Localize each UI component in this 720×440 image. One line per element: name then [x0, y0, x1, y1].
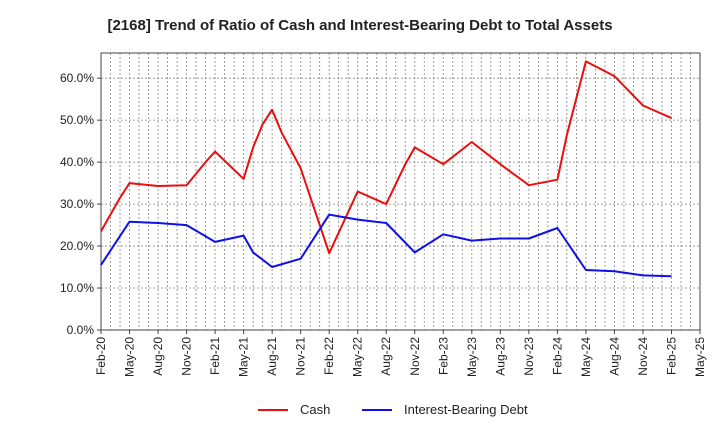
x-tick-label: May-24 [579, 337, 593, 377]
y-axis: 0.0% 10.0% 20.0% 30.0% 40.0% 50.0% 60.0% [60, 71, 101, 337]
x-tick-label: Feb-22 [322, 337, 336, 375]
x-tick-label: May-23 [465, 337, 479, 377]
x-tick-label: Aug-20 [151, 337, 165, 376]
debt-series-line [100, 213, 672, 278]
x-tick-label: Nov-24 [636, 337, 650, 376]
x-tick-label: Feb-21 [208, 337, 222, 375]
x-tick-label: Feb-20 [94, 337, 108, 375]
chart-title: [2168] Trend of Ratio of Cash and Intere… [107, 17, 612, 34]
x-tick-label: May-25 [693, 337, 707, 377]
x-tick-label: Aug-23 [493, 337, 507, 376]
legend-label: Cash [300, 402, 330, 417]
x-tick-label: Aug-22 [379, 337, 393, 376]
x-tick-label: Feb-25 [664, 337, 678, 375]
x-tick-label: May-21 [237, 337, 251, 377]
y-tick-label: 0.0% [67, 323, 95, 337]
x-tick-label: May-22 [351, 337, 365, 377]
x-tick-label: Nov-21 [294, 337, 308, 376]
plot-area-frame [100, 52, 701, 331]
y-tick-label: 30.0% [60, 197, 94, 211]
y-tick-label: 40.0% [60, 155, 94, 169]
y-tick-label: 50.0% [60, 113, 94, 127]
x-tick-label: Aug-21 [265, 337, 279, 376]
series-lines [100, 60, 672, 278]
x-tick-label: Nov-20 [180, 337, 194, 376]
x-tick-label: Nov-23 [522, 337, 536, 376]
y-tick-label: 10.0% [60, 281, 94, 295]
y-tick-label: 60.0% [60, 71, 94, 85]
x-tick-label: Feb-24 [550, 337, 564, 375]
x-axis: Feb-20 May-20 Aug-20 Nov-20 Feb-21 May-21 Aug-… [94, 330, 707, 377]
x-tick-label: Aug-24 [607, 337, 621, 376]
legend: Cash Interest-Bearing Debt [258, 402, 528, 417]
x-tick-label: Nov-22 [408, 337, 422, 376]
x-tick-label: Feb-23 [436, 337, 450, 375]
y-tick-label: 20.0% [60, 239, 94, 253]
legend-label: Interest-Bearing Debt [404, 402, 528, 417]
grid-lines [101, 53, 700, 330]
cash-series-line [100, 60, 672, 255]
x-tick-label: May-20 [123, 337, 137, 377]
